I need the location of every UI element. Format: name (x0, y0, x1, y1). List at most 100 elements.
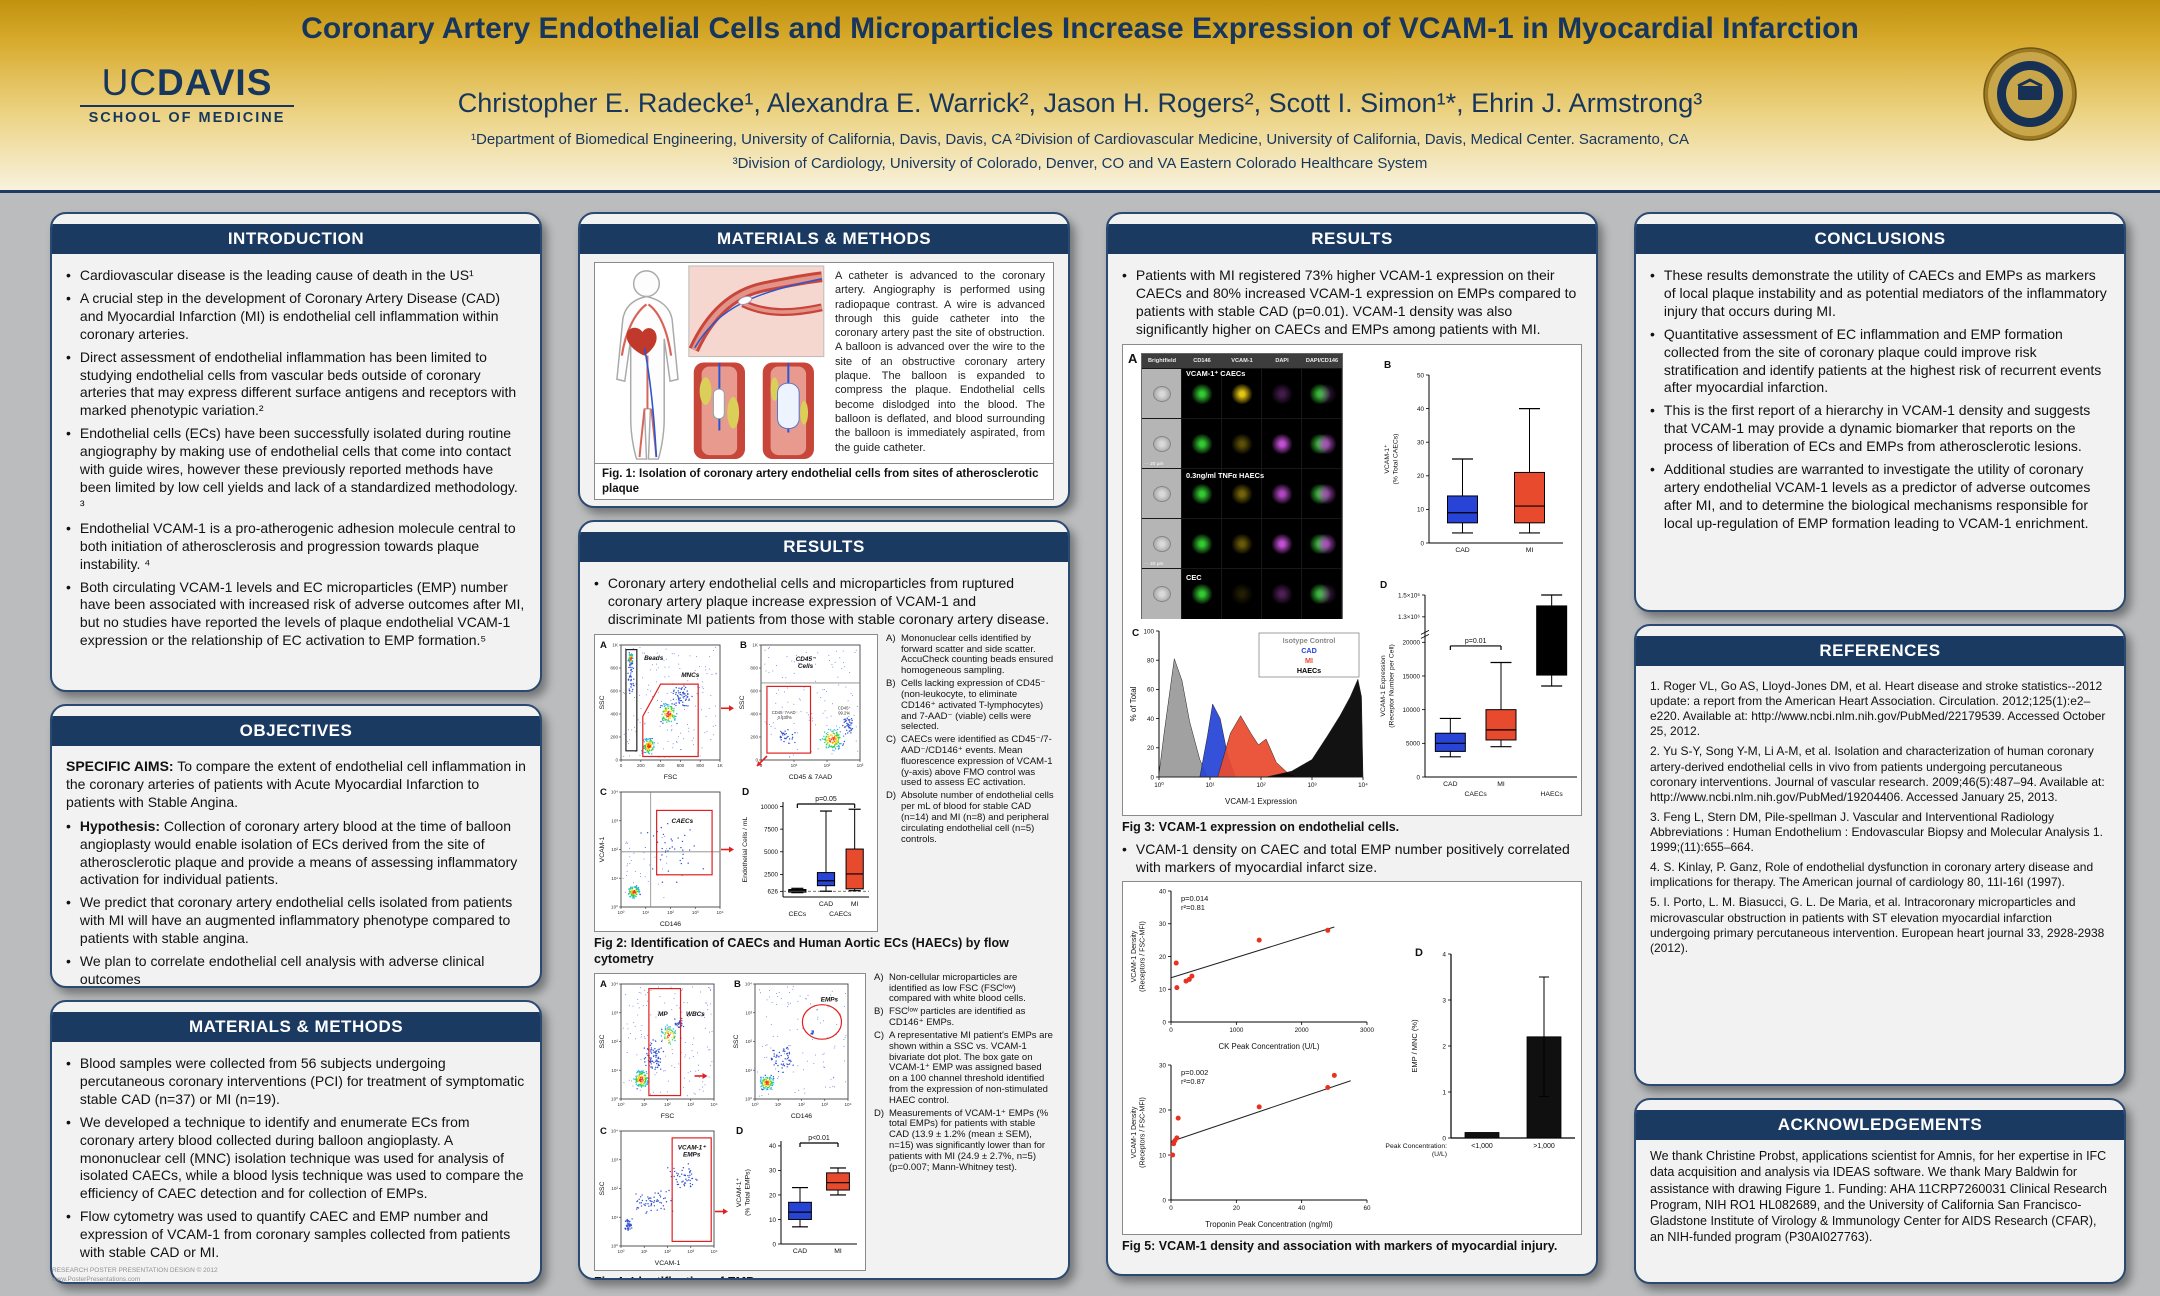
arrow-icon (702, 1072, 708, 1079)
figure4-notes: A) Non-cellular microparticles are identi… (874, 972, 1054, 1271)
figure2-caption: Fig 2: Identification of CAECs and Human… (594, 935, 1009, 966)
bullet-marker: • (1650, 461, 1655, 478)
x-group-label: CAECs (829, 911, 852, 918)
note-letter: D) (886, 790, 897, 802)
gate (656, 809, 713, 876)
fluorescence-cell-image (1182, 567, 1222, 619)
y-tick-label: 800 (610, 665, 618, 670)
y-tick-label: 15000 (1402, 673, 1420, 680)
y-tick-label: 2 (1442, 1044, 1446, 1051)
y-tick-label: 1K (752, 642, 759, 647)
x-group-label: HAECs (1541, 791, 1564, 798)
fit-line (1170, 1080, 1351, 1143)
arrow-icon (729, 846, 734, 853)
y-tick-label: 30 (1159, 1063, 1167, 1070)
reference-item: 4. S. Kinlay, P. Ganz, Role of endotheli… (1650, 860, 2110, 890)
x-category-label: <1,000 (1471, 1143, 1493, 1150)
bullet-item: • A crucial step in the development of Co… (66, 290, 526, 344)
section-header-acknowledgements: ACKNOWLEDGEMENTS (1636, 1110, 2124, 1140)
note-text: CAECs were identified as CD45⁻/7-AAD⁻/CD… (901, 734, 1053, 789)
microscopy-row-label: 0.3ng/ml TNFα HAECs (1186, 470, 1265, 480)
data-point (1256, 938, 1262, 944)
bullet-marker: • (1650, 325, 1655, 342)
x-tick-label: 10⁰ (1154, 782, 1164, 789)
bullet-marker: • (66, 425, 71, 442)
legend-entry: HAECs (1297, 666, 1321, 675)
watermark-line-1: RESEARCH POSTER PRESENTATION DESIGN © 20… (52, 1267, 218, 1274)
bullet-text: SPECIFIC AIMS: To compare the extent of … (66, 758, 526, 810)
conclusions-content: • These results demonstrate the utility o… (1636, 254, 2124, 546)
bullet-item: • Blood samples were collected from 56 su… (66, 1055, 526, 1109)
figure-note: A) Mononuclear cells identified by forwar… (886, 632, 1054, 677)
ucdavis-wordmark: UCDAVIS (72, 64, 302, 101)
note-letter: A) (886, 632, 896, 644)
fig2-panel-c-flow-plot: 10⁰ 10¹ 10² 10³ 10⁴ 10⁰ 10¹ 10² 10³ 10⁴ CAECs CD146… (599, 787, 734, 928)
legend-entry: MI (1305, 656, 1313, 665)
bullet-text: Endothelial VCAM-1 is a pro-atherogenic … (79, 519, 516, 572)
x-tick-label: 10³ (687, 1102, 694, 1107)
y-axis-label: SSC (739, 695, 746, 709)
logo-school-of-medicine: SCHOOL OF MEDICINE (88, 110, 286, 126)
y-axis-label: EMP / MNC (%) (1410, 1019, 1419, 1073)
fluorescence-cell-image (1222, 567, 1262, 619)
channel-column-label: DAPI (1275, 357, 1289, 364)
bullet-text: VCAM-1 density on CAEC and total EMP num… (1135, 840, 1570, 875)
figure5-box: 0 10 20 30 40 0 1000 2000 3000 p=0.014 r²=0.81 CK P… (1122, 881, 1582, 1236)
panel-letter: A (600, 979, 607, 990)
x-tick-label: 20 (1233, 1205, 1241, 1212)
box (1485, 708, 1517, 741)
x-category-label: CAD (1455, 547, 1469, 554)
fig5-scatter-troponin: 0 10 20 30 0 20 40 60 p=0.002 r²=0.87 Troponin Pea… (1131, 1063, 1371, 1230)
bullet-marker: • (66, 578, 71, 595)
bullet-text: A crucial step in the development of Cor… (79, 289, 501, 342)
bullet-item: • Coronary artery endothelial cells and m… (594, 575, 1054, 629)
box (816, 871, 836, 886)
gate (625, 648, 638, 752)
y-tick-label: 10 (769, 1216, 777, 1223)
bullet-item: • We plan to correlate endothelial cell a… (66, 953, 526, 987)
bullet-marker: • (66, 817, 71, 834)
x-tick-label: 10⁰ (752, 1102, 759, 1107)
stats-label: p=0.014 r²=0.81 (1181, 894, 1208, 912)
microscopy-row (1142, 467, 1342, 519)
y-axis-label: SSC (599, 1034, 606, 1048)
box (1447, 495, 1478, 523)
note-text: A representative MI patient's EMPs are s… (889, 1029, 1053, 1106)
x-tick-label: 10⁴ (710, 1249, 717, 1254)
y-tick-label: 600 (610, 688, 618, 693)
fluorescence-cell-image (1222, 367, 1262, 419)
y-tick-label: 5000 (1406, 740, 1421, 747)
bullet-item: • Patients with MI registered 73% higher … (1122, 267, 1582, 339)
y-tick-label: 10 (1417, 506, 1425, 513)
bullet-item: • Hypothesis: Collection of coronary arte… (66, 818, 526, 890)
fluorescence-cell-image (1302, 567, 1342, 619)
bullet-marker: • (1650, 402, 1655, 419)
bullet-marker: • (594, 575, 599, 591)
y-tick-label: 20 (1417, 473, 1425, 480)
x-tick-label: 10² (664, 1102, 671, 1107)
panel-materials-methods-2: MATERIALS & METHODS (578, 212, 1070, 508)
logo-divider (80, 105, 294, 107)
channel-column-label: DAPI/CD146 (1305, 357, 1339, 364)
x-tick-label: 10² (824, 763, 831, 768)
fluorescence-cell-image (1182, 367, 1222, 419)
channel-column-label: Brightfield (1148, 357, 1176, 364)
data-point (1175, 1116, 1181, 1122)
x-tick-label: 0 (760, 763, 763, 768)
bullet-text: We plan to correlate endothelial cell an… (79, 953, 485, 987)
figure1-caption: Fig. 1: Isolation of coronary artery end… (595, 463, 1053, 499)
x-tick-label: 40 (1298, 1205, 1306, 1212)
y-tick-label: 0 (615, 757, 618, 762)
x-tick-label: 10¹ (1205, 782, 1214, 789)
y-tick-label: 10² (611, 1039, 618, 1044)
reference-item: 1. Roger VL, Go AS, Lloyd-Jones DM, et a… (1650, 679, 2110, 739)
arrow-icon (757, 760, 762, 766)
data-point (1189, 974, 1195, 980)
results-bullet-1: • Coronary artery endothelial cells and m… (594, 575, 1054, 629)
brightfield-cell-image (1142, 367, 1182, 419)
bullet-marker: • (66, 289, 71, 306)
section-header-objectives: OBJECTIVES (52, 716, 540, 746)
bullet-marker: • (66, 519, 71, 536)
bullet-text: 2. Yu S-Y, Song Y-M, Li A-M, et al. Isol… (1650, 744, 2105, 804)
references-content: 1. Roger VL, Go AS, Lloyd-Jones DM, et a… (1636, 666, 2124, 969)
